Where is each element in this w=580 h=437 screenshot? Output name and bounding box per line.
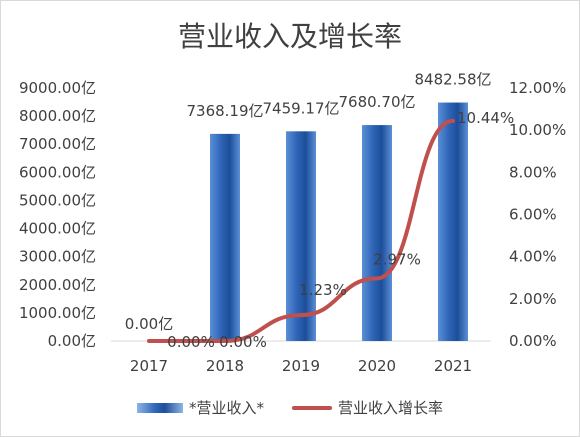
y-right-tick-label: 4.00%: [509, 248, 557, 266]
y-left-tick-label: 5000.00亿: [19, 191, 96, 209]
y-right-tick-label: 12.00%: [509, 79, 566, 97]
bar-data-label: 7368.19亿: [186, 102, 263, 120]
legend-label-growth: 营业收入增长率: [338, 399, 444, 417]
y-left-tick-label: 1000.00亿: [19, 304, 96, 322]
bar-data-label: 0.00亿: [125, 315, 173, 333]
legend-item-growth: 营业收入增长率: [292, 397, 443, 418]
line-data-label: 0.00%: [167, 333, 215, 351]
x-tick-label: 2017: [130, 357, 168, 375]
y-left-tick-label: 2000.00亿: [19, 276, 96, 294]
bar: [438, 102, 468, 341]
legend-item-revenue: *营业收入*: [136, 397, 264, 418]
y-right-tick-label: 6.00%: [509, 206, 557, 224]
bar: [362, 125, 392, 341]
y-left-tick-label: 0.00亿: [48, 332, 96, 350]
bar: [210, 133, 240, 341]
line-data-label: 1.23%: [299, 281, 347, 299]
bar-data-label: 7680.70亿: [338, 93, 415, 111]
y-right-tick-label: 2.00%: [509, 290, 557, 308]
line-data-label: 0.00%: [219, 333, 267, 351]
y-right-tick-label: 0.00%: [509, 332, 557, 350]
legend-swatch-bar: [136, 402, 183, 413]
x-tick-label: 2020: [358, 357, 396, 375]
y-right-tick-label: 10.00%: [509, 121, 566, 139]
x-tick-label: 2019: [282, 357, 320, 375]
y-left-tick-label: 4000.00亿: [19, 220, 96, 238]
legend-swatch-line: [292, 405, 332, 410]
chart-title: 营业收入及增长率: [177, 20, 402, 53]
chart-legend: *营业收入* 营业收入增长率: [1, 397, 579, 418]
line-data-label: 2.97%: [373, 250, 421, 268]
bar: [286, 131, 316, 341]
line-data-label: 10.44%: [457, 109, 514, 127]
bar-data-label: 8482.58亿: [414, 71, 491, 89]
y-left-tick-label: 3000.00亿: [19, 248, 96, 266]
y-left-tick-label: 9000.00亿: [19, 79, 96, 97]
y-right-tick-label: 8.00%: [509, 163, 557, 181]
growth-rate-line: [147, 118, 455, 344]
x-tick-label: 2018: [206, 357, 244, 375]
y-left-tick-label: 7000.00亿: [19, 135, 96, 153]
y-left-tick-label: 6000.00亿: [19, 163, 96, 181]
legend-label-revenue: *营业收入*: [188, 399, 264, 417]
y-left-tick-label: 8000.00亿: [19, 107, 96, 125]
x-tick-label: 2021: [434, 357, 472, 375]
bar-data-label: 7459.17亿: [262, 99, 339, 117]
